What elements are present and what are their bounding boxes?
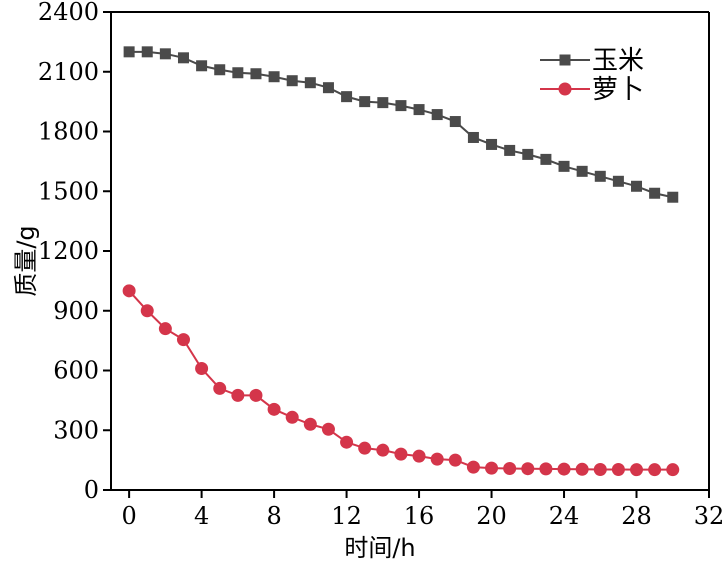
data-point (593, 462, 607, 476)
data-point (539, 462, 553, 476)
legend-item-corn: 玉米 (540, 46, 644, 76)
x-tick-label: 8 (266, 502, 281, 530)
data-point (449, 116, 461, 128)
data-point (575, 462, 589, 476)
data-point (412, 449, 426, 463)
data-point (213, 381, 227, 395)
data-point (196, 60, 208, 72)
data-point (466, 460, 480, 474)
data-point (159, 48, 171, 60)
data-point (177, 52, 189, 64)
x-tick-label: 16 (404, 502, 435, 530)
data-point (286, 75, 298, 87)
data-point (140, 304, 154, 318)
data-point (540, 153, 552, 165)
ticks: 0 4 8 12 16 20 24 28 32 0 300 600 900 1200 1500 1800 210… (38, 0, 724, 530)
data-point (431, 109, 443, 121)
data-point (630, 463, 644, 477)
y-axis-title: 质量/g (12, 225, 40, 296)
data-point (340, 435, 354, 449)
data-point (522, 148, 534, 160)
data-point (503, 461, 517, 475)
x-tick-label: 28 (621, 502, 652, 530)
data-point (413, 104, 425, 116)
y-tick-label: 0 (84, 476, 99, 504)
y-tick-label: 600 (53, 357, 99, 385)
data-point (504, 144, 516, 156)
data-point (631, 180, 643, 192)
data-point (304, 77, 316, 89)
data-point (176, 333, 190, 347)
data-point (649, 187, 661, 199)
data-point (267, 402, 281, 416)
data-point (249, 388, 263, 402)
data-point (268, 71, 280, 83)
data-point (666, 463, 680, 477)
data-point (612, 175, 624, 187)
legend-marker-radish (558, 82, 572, 96)
data-point (594, 170, 606, 182)
data-point (358, 441, 372, 455)
x-tick-label: 24 (549, 502, 580, 530)
data-point (303, 417, 317, 431)
legend-label-radish: 萝卜 (592, 75, 644, 105)
y-tick-label: 300 (53, 416, 99, 444)
data-point (377, 97, 389, 109)
axes (110, 11, 710, 491)
data-point (521, 462, 535, 476)
data-point (486, 138, 498, 150)
data-point (394, 447, 408, 461)
data-point (141, 46, 153, 58)
series-layer (122, 46, 680, 477)
x-tick-label: 4 (194, 502, 209, 530)
y-tick-label: 900 (53, 297, 99, 325)
data-point (322, 82, 334, 94)
data-point (232, 67, 244, 79)
data-point (558, 160, 570, 172)
y-tick-label: 2400 (38, 0, 99, 26)
data-point (611, 462, 625, 476)
data-point (557, 462, 571, 476)
data-point (576, 165, 588, 177)
x-axis-title: 时间/h (344, 534, 415, 562)
y-tick-label: 1800 (38, 118, 99, 146)
data-point (395, 100, 407, 112)
data-point (231, 388, 245, 402)
y-tick-label: 2100 (38, 58, 99, 86)
data-point (123, 46, 135, 58)
legend: 玉米 萝卜 (540, 46, 644, 105)
data-point (667, 191, 679, 203)
data-point (485, 461, 499, 475)
series-line (128, 290, 673, 471)
data-point (341, 91, 353, 103)
x-tick-label: 12 (331, 502, 362, 530)
data-point (648, 463, 662, 477)
data-point (359, 96, 371, 108)
legend-item-radish: 萝卜 (540, 75, 644, 105)
data-point (250, 68, 262, 80)
data-point (430, 452, 444, 466)
data-point (122, 284, 136, 298)
y-tick-label: 1200 (38, 237, 99, 265)
legend-marker-corn (559, 54, 571, 66)
data-point (158, 322, 172, 336)
data-point (195, 362, 209, 376)
data-point (214, 64, 226, 76)
x-tick-label: 32 (694, 502, 724, 530)
data-point (467, 131, 479, 143)
data-point (321, 422, 335, 436)
y-tick-label: 1500 (38, 177, 99, 205)
x-tick-label: 0 (121, 502, 136, 530)
data-point (285, 410, 299, 424)
data-point (376, 443, 390, 457)
data-point (448, 453, 462, 467)
x-tick-label: 20 (476, 502, 507, 530)
legend-label-corn: 玉米 (592, 46, 644, 76)
